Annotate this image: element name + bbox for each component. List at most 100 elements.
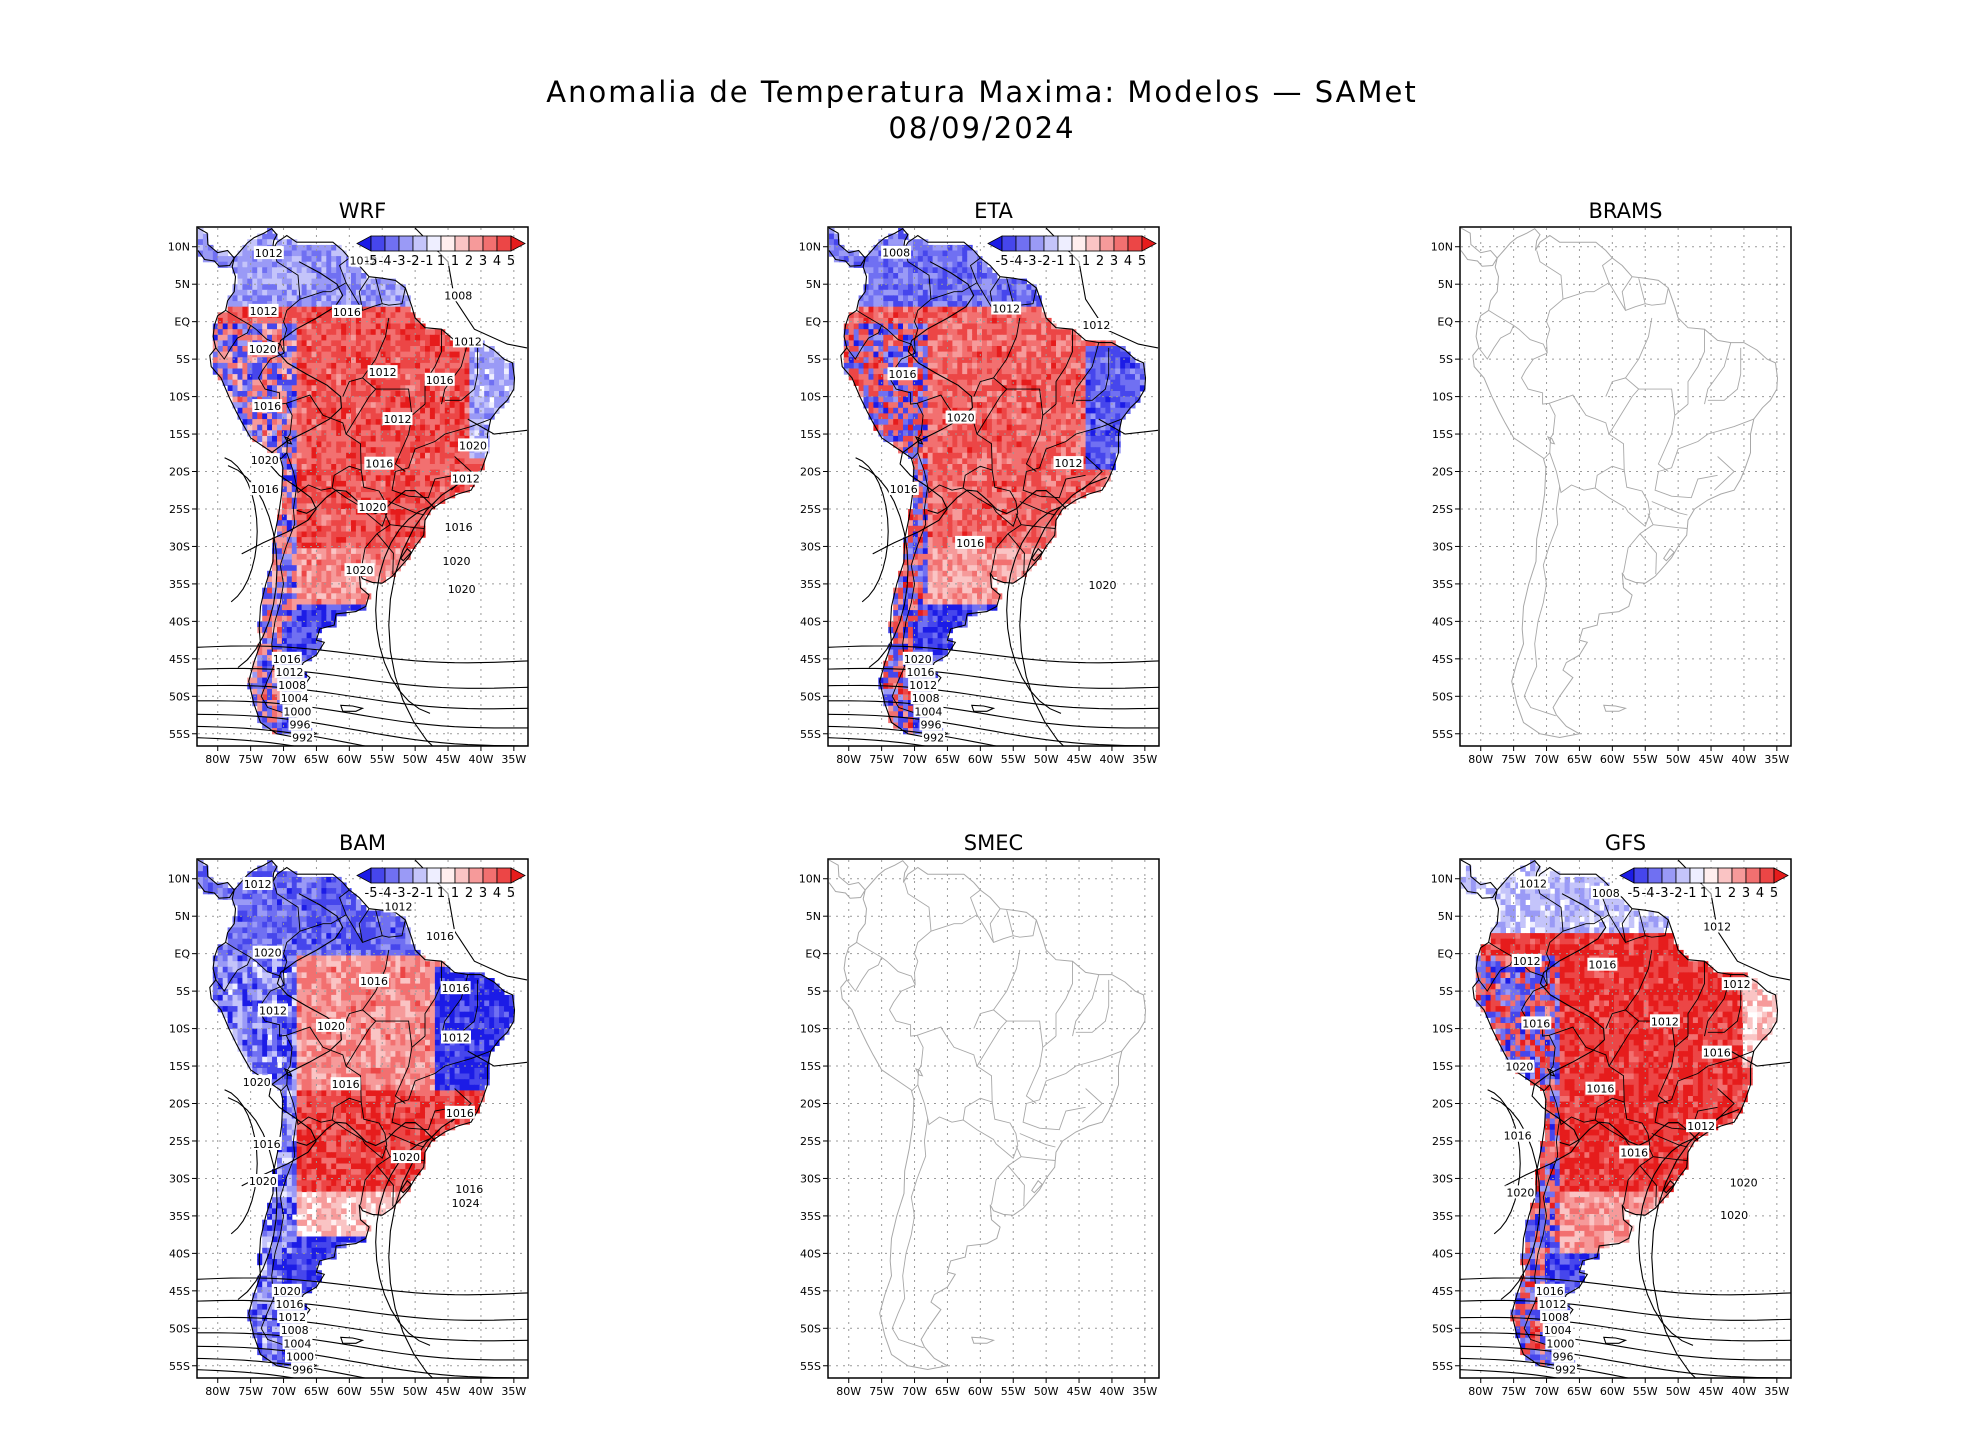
lon-tick-label: 40W: [1732, 753, 1757, 766]
isobar-label: 1016: [1703, 1047, 1731, 1060]
colorbar-label: 4: [1124, 254, 1132, 269]
isobar-label: 1020: [392, 1151, 420, 1164]
lat-tick-label: 5S: [807, 353, 821, 366]
lon-tick-label: 70W: [271, 753, 296, 766]
lon-tick-label: 55W: [1633, 753, 1658, 766]
isobar-label: 1016: [273, 653, 301, 666]
isobar-label: 1012: [259, 1004, 287, 1017]
lat-tick-label: 40S: [1432, 1247, 1453, 1260]
colorbar-label: 2: [1728, 886, 1736, 901]
lat-tick-label: EQ: [1437, 948, 1453, 961]
lon-tick-label: 45W: [1699, 1385, 1724, 1398]
isobar-label: 1012: [909, 679, 937, 692]
lon-tick-label: 35W: [501, 1385, 526, 1398]
lon-tick-label: 65W: [304, 753, 329, 766]
colorbar-label: 1: [1068, 254, 1076, 269]
lat-tick-label: 25S: [800, 1135, 821, 1148]
isobar-labels: 1012101210161020101610161012102010121020…: [241, 877, 485, 1377]
axis-ticks: 10N 5N EQ 5S 10S 15S 20S 25S 30S 35S 40S 45S 50S 55S 8…: [168, 241, 527, 766]
isobar-label: 1012: [250, 305, 278, 318]
lat-tick-label: 10S: [1432, 1023, 1453, 1036]
isobar-label: 1016: [455, 1183, 483, 1196]
lat-tick-label: 35S: [800, 578, 821, 591]
isobar-label: 1012: [276, 666, 304, 679]
colorbar-label: 3: [479, 886, 487, 901]
lon-tick-label: 55W: [1001, 1385, 1026, 1398]
isobar-label: 1004: [1544, 1324, 1572, 1337]
panel-frame: [1459, 226, 1792, 747]
lat-tick-label: 45S: [1432, 1285, 1453, 1298]
lat-tick-label: 30S: [169, 1172, 190, 1185]
lat-tick-label: 55S: [169, 1360, 190, 1373]
lat-tick-label: 50S: [800, 1322, 821, 1335]
lat-tick-label: 25S: [169, 1135, 190, 1148]
isobar-label: 1016: [1588, 959, 1616, 972]
lat-tick-label: 20S: [1432, 466, 1453, 479]
colorbar-label: 1: [1714, 886, 1722, 901]
isobar-label: 1020: [1506, 1186, 1534, 1199]
lon-tick-label: 40W: [469, 1385, 494, 1398]
isobar-label: 1016: [1504, 1130, 1532, 1143]
isobar-label: 1012: [255, 247, 283, 260]
lon-tick-label: 40W: [469, 753, 494, 766]
lat-tick-label: 20S: [169, 1098, 190, 1111]
isobar-label: 992: [923, 732, 944, 745]
lat-tick-label: 30S: [1432, 1172, 1453, 1185]
lon-tick-label: 80W: [836, 753, 861, 766]
lon-tick-label: 55W: [370, 1385, 395, 1398]
colorbar-label: 1: [451, 886, 459, 901]
lat-tick-label: EQ: [174, 316, 190, 329]
isobar-label: 1000: [283, 705, 311, 718]
lat-tick-label: 35S: [169, 1210, 190, 1223]
isobar-label: 1016: [907, 666, 935, 679]
axis-ticks: 10N 5N EQ 5S 10S 15S 20S 25S 30S 35S 40S 45S 50S 55S 8…: [799, 873, 1158, 1398]
lon-tick-label: 50W: [1666, 753, 1691, 766]
lon-tick-label: 45W: [436, 753, 461, 766]
isobar-label: 1016: [332, 1078, 360, 1091]
lat-tick-label: 5S: [176, 985, 190, 998]
lon-tick-label: 80W: [205, 1385, 230, 1398]
lat-tick-label: 10N: [168, 241, 190, 254]
colorbar-label: -3: [1024, 254, 1037, 269]
isobar-label: 1020: [359, 501, 387, 514]
lat-tick-label: 20S: [1432, 1098, 1453, 1111]
lon-tick-label: 65W: [304, 1385, 329, 1398]
lat-tick-label: 5N: [806, 278, 821, 291]
lon-tick-label: 45W: [1699, 753, 1724, 766]
lat-tick-label: 45S: [800, 653, 821, 666]
lat-tick-label: 25S: [800, 503, 821, 516]
lat-tick-label: 5N: [1438, 278, 1453, 291]
lat-tick-label: 25S: [1432, 1135, 1453, 1148]
colorbar-label: -3: [393, 254, 406, 269]
lat-tick-label: 20S: [800, 466, 821, 479]
isobar-label: 1020: [243, 1076, 271, 1089]
panel-title: BAM: [339, 831, 386, 855]
isobar-label: 1012: [1513, 955, 1541, 968]
lat-tick-label: 45S: [169, 1285, 190, 1298]
lon-tick-label: 80W: [205, 753, 230, 766]
panel-title: ETA: [974, 199, 1013, 223]
colorbar-label: 3: [1742, 886, 1750, 901]
isobar-label: 1012: [1723, 978, 1751, 991]
lat-tick-label: EQ: [174, 948, 190, 961]
axis-ticks: 10N 5N EQ 5S 10S 15S 20S 25S 30S 35S 40S 45S 50S 55S 8…: [799, 241, 1158, 766]
colorbar: -5 -4 -3 -2 -1 1 1 2 3 4 5: [356, 235, 526, 269]
lat-tick-label: EQ: [805, 316, 821, 329]
lon-tick-label: 50W: [1666, 1385, 1691, 1398]
lat-tick-label: 20S: [169, 466, 190, 479]
lon-tick-label: 75W: [1501, 1385, 1526, 1398]
lat-tick-label: 10S: [1432, 391, 1453, 404]
isobar-label: 1012: [244, 878, 272, 891]
isobar-label: 1012: [1651, 1015, 1679, 1028]
lat-tick-label: 10S: [800, 391, 821, 404]
lon-tick-label: 65W: [1567, 1385, 1592, 1398]
lat-tick-label: 50S: [1432, 690, 1453, 703]
colorbar-label: 5: [1138, 254, 1146, 269]
lat-tick-label: 15S: [800, 1060, 821, 1073]
lon-tick-label: 55W: [370, 753, 395, 766]
lat-tick-label: 50S: [800, 690, 821, 703]
panel-title: WRF: [339, 199, 386, 223]
graticule: [829, 860, 1158, 1377]
